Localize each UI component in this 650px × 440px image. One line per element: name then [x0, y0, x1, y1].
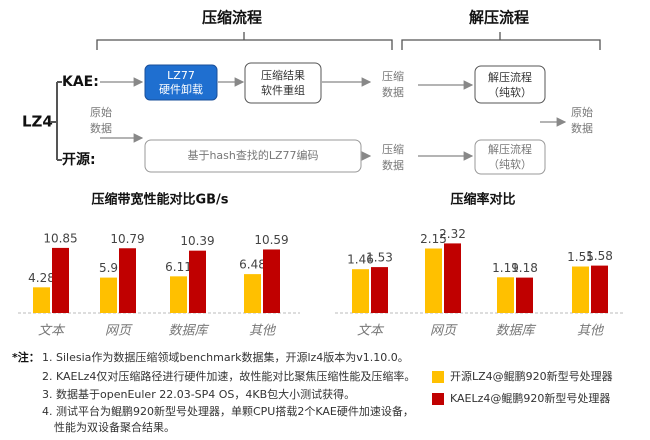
decomp-box [474, 65, 546, 104]
kae-label: KAE: [62, 74, 99, 90]
box-text: 硬件卸载 [159, 82, 203, 96]
note: 4. 测试平台为鲲鹏920新型号处理器，单颗CPU搭载2个KAE硬件加速设备， [42, 404, 414, 418]
x-tick-label: 文本 [38, 323, 66, 339]
stage-title: 压缩流程 [202, 9, 262, 27]
x-tick-label: 其他 [577, 324, 605, 339]
value-label: 2.15 [420, 232, 447, 246]
box-text: 软件重组 [261, 83, 305, 97]
stage-title: 解压流程 [469, 9, 529, 27]
bar [52, 247, 69, 313]
comp-data: 数据 [382, 158, 404, 172]
value-label: 5.9 [99, 261, 118, 275]
raw-data: 数据 [90, 121, 112, 135]
hash-box [144, 139, 362, 173]
x-tick-label: 网页 [430, 324, 458, 339]
legend-label: KAELz4@鲲鹏920新型号处理器 [450, 391, 610, 405]
decomp-box [474, 139, 546, 175]
x-tick-label: 网页 [105, 324, 133, 339]
x-tick-label: 其他 [249, 324, 277, 339]
bar [591, 265, 608, 313]
bar [572, 266, 589, 313]
bracket [96, 32, 393, 50]
value-label: 1.53 [366, 251, 393, 265]
bar [516, 277, 533, 313]
comp-data: 压缩 [382, 143, 404, 156]
box-text: 解压流程 [488, 142, 532, 156]
bar [444, 243, 461, 313]
bar [189, 250, 206, 313]
raw-data: 数据 [571, 121, 593, 135]
box-text: 基于hash查找的LZ77编码 [187, 148, 318, 162]
bar [352, 269, 369, 313]
open-label: 开源: [62, 151, 96, 168]
box-text: （纯软） [488, 85, 532, 99]
bar [119, 248, 136, 313]
x-tick-label: 数据库 [168, 324, 209, 339]
raw-data: 原始 [571, 105, 593, 119]
value-label: 10.59 [254, 233, 288, 247]
note: 2. KAELz4仅对压缩路径进行硬件加速，故性能对比聚焦压缩性能及压缩率。 [42, 369, 415, 383]
bar [100, 277, 117, 313]
value-label: 6.11 [165, 260, 192, 274]
bracket [401, 32, 601, 50]
value-label: 4.28 [28, 271, 55, 285]
box-text: LZ77 [167, 69, 195, 82]
value-label: 1.18 [511, 261, 538, 275]
chart-title: 压缩带宽性能对比GB/s [91, 192, 228, 208]
comp-data: 数据 [382, 85, 404, 99]
box-text: 压缩结果 [261, 69, 305, 82]
value-label: 1.55 [567, 250, 594, 264]
bar [170, 276, 187, 313]
kae-box [144, 64, 218, 101]
value-label: 10.79 [110, 232, 144, 246]
chart-title: 压缩率对比 [450, 192, 515, 208]
value-label: 6.48 [239, 258, 266, 272]
legend-label: 开源LZ4@鲲鹏920新型号处理器 [450, 369, 613, 383]
value-label: 2.32 [439, 227, 466, 241]
bar [497, 277, 514, 313]
value-label: 1.19 [492, 261, 519, 275]
regroup-box [244, 62, 322, 104]
bar [425, 248, 442, 313]
lz4-label: LZ4 [22, 113, 53, 131]
bar [244, 274, 261, 313]
box-text: 解压流程 [488, 70, 532, 84]
bar [33, 287, 50, 313]
note: 1. Silesia作为数据压缩领域benchmark数据集，开源lz4版本为v… [42, 350, 409, 364]
notes-label: *注： [12, 350, 40, 364]
box-text: （纯软） [488, 157, 532, 171]
comp-data: 压缩 [382, 70, 404, 83]
note: 性能为双设备聚合结果。 [54, 420, 175, 434]
legend-swatch [432, 393, 444, 405]
legend-swatch [432, 371, 444, 383]
value-label: 1.46 [347, 253, 374, 267]
value-label: 10.39 [180, 234, 214, 248]
value-label: 10.85 [43, 231, 77, 245]
x-tick-label: 数据库 [495, 324, 536, 339]
brace [50, 81, 62, 161]
raw-data: 原始 [90, 105, 112, 119]
x-tick-label: 文本 [357, 323, 385, 339]
bar [371, 267, 388, 313]
value-label: 1.58 [586, 249, 613, 263]
bar [263, 249, 280, 313]
note: 3. 数据基于openEuler 22.03-SP4 OS，4KB包大小测试获得… [42, 387, 355, 401]
